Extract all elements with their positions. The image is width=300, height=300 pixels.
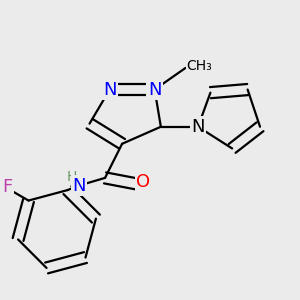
Text: N: N bbox=[103, 81, 116, 99]
Text: N: N bbox=[72, 177, 86, 195]
Text: N: N bbox=[191, 118, 205, 136]
Text: F: F bbox=[2, 178, 13, 196]
Text: CH₃: CH₃ bbox=[187, 59, 212, 73]
Text: O: O bbox=[136, 172, 150, 190]
Text: N: N bbox=[148, 81, 161, 99]
Text: H: H bbox=[67, 170, 77, 184]
